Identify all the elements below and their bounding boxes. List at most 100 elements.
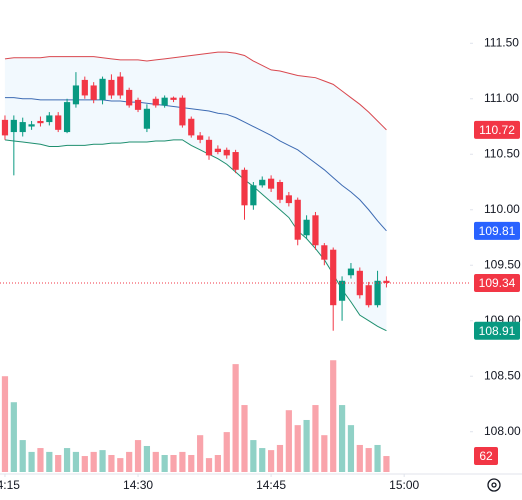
volume-bar bbox=[241, 405, 248, 472]
volume-label: 62 bbox=[479, 449, 493, 463]
candle-body bbox=[81, 79, 88, 96]
volume-bar bbox=[188, 455, 195, 472]
x-tick-label: 15:00 bbox=[389, 478, 419, 492]
volume-bar bbox=[1, 376, 9, 472]
candle-body bbox=[108, 79, 115, 96]
band-line bbox=[4, 51, 387, 131]
volume-bar bbox=[268, 450, 275, 472]
volume-bar bbox=[285, 410, 292, 472]
candle-body bbox=[1, 119, 9, 136]
candle-body bbox=[294, 199, 301, 240]
candle-body bbox=[143, 108, 151, 129]
candle-body bbox=[365, 285, 372, 306]
candle-body bbox=[179, 97, 186, 126]
volume-bar bbox=[28, 451, 35, 472]
icon-ring bbox=[487, 478, 501, 492]
icon-hub bbox=[491, 482, 497, 488]
volume-bar bbox=[55, 455, 62, 472]
candle-body bbox=[205, 139, 213, 156]
candle-body bbox=[321, 245, 328, 260]
volume-bar bbox=[383, 456, 390, 472]
settings-icon[interactable] bbox=[487, 478, 501, 492]
x-tick-label: 14:15 bbox=[0, 478, 20, 492]
candle-body bbox=[117, 76, 124, 96]
volume-bar bbox=[161, 455, 168, 472]
volume-bar bbox=[108, 455, 115, 472]
volume-bar bbox=[259, 448, 266, 472]
candle-body bbox=[259, 179, 266, 186]
volume-bar bbox=[117, 458, 124, 472]
candle-body bbox=[19, 122, 26, 133]
volume-label-box bbox=[474, 447, 498, 466]
volume-bar bbox=[356, 444, 363, 472]
candle-body bbox=[250, 185, 257, 206]
candle-body bbox=[72, 85, 80, 105]
candle-body bbox=[152, 98, 159, 106]
volume-bar bbox=[126, 451, 133, 472]
x-tick-label: 14:45 bbox=[256, 478, 286, 492]
volume-bar bbox=[46, 451, 53, 472]
volume-bar bbox=[19, 440, 26, 472]
candle-body bbox=[214, 148, 221, 153]
candle-body bbox=[126, 89, 133, 106]
volume-bar bbox=[365, 448, 372, 472]
candle-body bbox=[10, 119, 17, 133]
candle-body bbox=[268, 178, 275, 189]
volume-bar bbox=[170, 455, 177, 472]
volume-bar bbox=[321, 435, 328, 472]
volume-bar bbox=[72, 451, 80, 472]
volume-bar bbox=[330, 360, 337, 472]
volume-bar bbox=[294, 425, 301, 472]
y-tick-label: 110.00 bbox=[484, 202, 520, 216]
candle-body bbox=[330, 249, 337, 306]
candle-body bbox=[303, 219, 310, 236]
price-label: 108.91 bbox=[479, 324, 516, 338]
volume-bar bbox=[303, 419, 310, 472]
volume-bar bbox=[81, 456, 88, 472]
candle-body bbox=[223, 149, 230, 156]
price-label: 109.81 bbox=[479, 224, 516, 238]
volume-bar bbox=[312, 405, 319, 472]
volume-bar bbox=[338, 405, 346, 472]
price-label-box bbox=[474, 274, 520, 293]
candle-body bbox=[276, 182, 284, 200]
y-tick-label: 109.50 bbox=[484, 257, 521, 271]
candle-body bbox=[63, 102, 71, 133]
candle-body bbox=[46, 115, 53, 123]
candle-body bbox=[285, 195, 292, 204]
band-fill bbox=[4, 52, 387, 331]
y-tick-label: 111.50 bbox=[484, 35, 519, 49]
price-label: 110.72 bbox=[479, 123, 515, 137]
candle-body bbox=[338, 280, 346, 301]
candle-body bbox=[347, 268, 355, 276]
candle-body bbox=[28, 124, 35, 127]
volume-bar bbox=[205, 458, 213, 472]
candle-body bbox=[37, 120, 44, 124]
volume-bar bbox=[143, 445, 151, 472]
volume-bar bbox=[250, 440, 257, 472]
volume-bar bbox=[347, 425, 355, 472]
candle-body bbox=[134, 99, 142, 110]
volume-bar bbox=[223, 432, 230, 472]
volume-bar bbox=[10, 402, 17, 472]
volume-bar bbox=[276, 444, 284, 472]
candle-body bbox=[161, 97, 168, 106]
candle-body bbox=[170, 97, 177, 100]
candle-body bbox=[90, 85, 97, 100]
band-line bbox=[4, 97, 387, 232]
volume-bar bbox=[152, 451, 159, 472]
candle-body bbox=[197, 135, 204, 140]
candle-body bbox=[374, 280, 381, 306]
candle-body bbox=[356, 270, 363, 296]
volume-bar bbox=[37, 448, 44, 472]
price-label-box bbox=[474, 120, 520, 139]
volume-bar bbox=[214, 455, 221, 472]
y-tick-label: 108.00 bbox=[484, 424, 521, 438]
volume-bar bbox=[232, 364, 239, 472]
candle-body bbox=[241, 169, 248, 206]
volume-bar bbox=[179, 451, 186, 472]
volume-bar bbox=[90, 451, 97, 472]
volume-bar bbox=[99, 450, 106, 472]
